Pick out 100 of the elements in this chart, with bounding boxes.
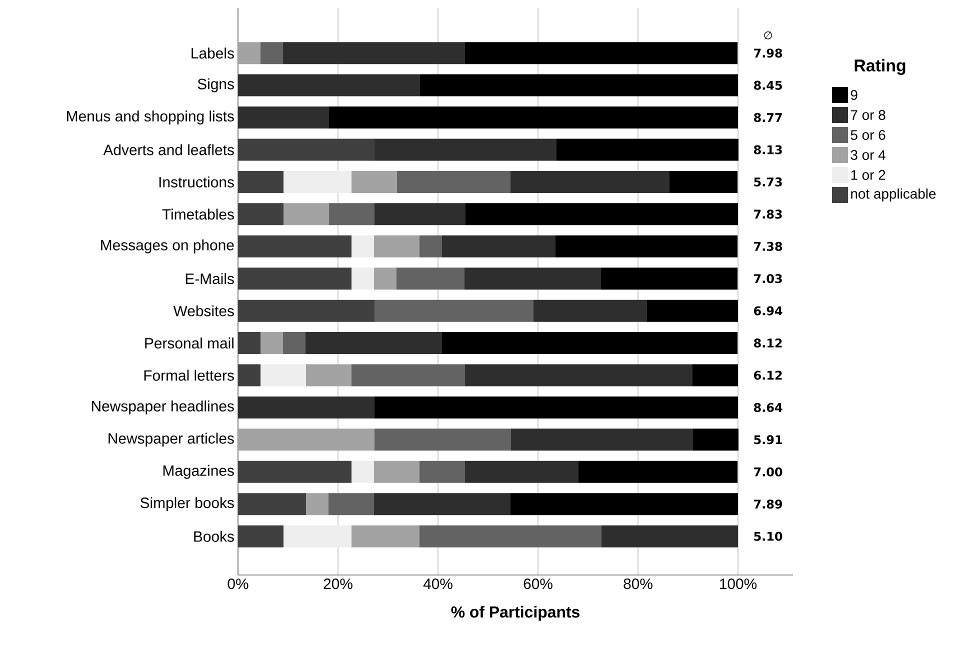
y-tick-label: Timetables	[162, 208, 234, 220]
bar	[466, 203, 738, 226]
annotation: 5.73	[754, 177, 782, 186]
annotation: 5.10	[754, 532, 782, 541]
bar	[602, 525, 738, 548]
annotation: 7.00	[754, 467, 782, 476]
bar	[374, 300, 534, 322]
y-tick-label: Newspaper headlines	[92, 400, 234, 414]
y-tick-label: Messages on phone	[101, 239, 234, 254]
bar	[329, 203, 375, 226]
bar	[442, 235, 556, 258]
y-tick-label: Instructions	[159, 176, 234, 188]
legend-label: 5 or 6	[850, 130, 886, 140]
bar	[374, 428, 512, 451]
bar	[238, 170, 284, 193]
bar	[260, 42, 284, 64]
bar	[238, 268, 352, 290]
legend-title: Rating	[854, 59, 906, 75]
annotation: 7.03	[754, 274, 782, 284]
y-tick-label: Formal letters	[144, 370, 234, 381]
annotation: 8.12	[754, 338, 782, 348]
bar	[556, 235, 738, 258]
y-tick-label: Newspaper articles	[108, 432, 234, 447]
bar	[397, 170, 511, 193]
y-tick-label: Personal mail	[145, 338, 234, 349]
legend-label: not applicable	[851, 188, 936, 202]
bar	[284, 203, 330, 226]
bar	[465, 460, 579, 483]
bar	[238, 138, 375, 161]
bar	[374, 460, 420, 483]
x-tick-label: 60%	[524, 578, 552, 590]
bar	[374, 268, 397, 290]
bar	[306, 332, 442, 354]
bar	[352, 170, 398, 193]
annotation: ∅	[764, 31, 772, 40]
bar	[374, 493, 511, 516]
y-tick-label: Magazines	[163, 464, 234, 479]
bar	[374, 138, 557, 161]
bar	[238, 525, 284, 548]
bar	[420, 235, 442, 258]
bar	[238, 42, 261, 64]
bar	[420, 525, 602, 548]
bar	[601, 268, 738, 290]
bar	[352, 525, 420, 548]
x-tick-label: 20%	[324, 578, 352, 590]
bar	[352, 460, 374, 483]
bar	[283, 332, 306, 354]
bar	[284, 525, 352, 548]
bar	[306, 493, 329, 516]
bar	[238, 106, 330, 129]
bar	[670, 170, 738, 193]
bar	[396, 268, 465, 290]
annotation: 6.12	[754, 370, 782, 380]
bar	[284, 170, 352, 193]
bar	[465, 42, 738, 64]
annotation: 7.98	[754, 48, 782, 58]
bar	[238, 203, 284, 226]
bar	[238, 396, 375, 418]
bar	[420, 460, 466, 483]
bar	[693, 428, 739, 451]
bar	[442, 332, 738, 354]
annotation: 7.83	[754, 210, 782, 219]
x-tick-label: 100%	[720, 578, 757, 590]
y-tick-label: E-Mails	[186, 273, 234, 284]
bar	[352, 364, 466, 386]
bar	[374, 235, 420, 258]
annotation: 7.89	[754, 500, 782, 509]
annotation: 8.13	[754, 145, 782, 154]
y-tick-label: Labels	[192, 48, 234, 59]
y-tick-label: Adverts and leaflets	[103, 144, 234, 156]
bar	[238, 235, 352, 258]
x-axis-title: % of Participants	[451, 606, 580, 621]
bar	[374, 396, 738, 418]
bar	[352, 268, 374, 290]
annotation: 8.64	[754, 402, 782, 412]
bar	[238, 493, 306, 516]
y-tick-label: Simpler books	[140, 497, 234, 512]
y-tick-label: Websites	[173, 305, 234, 316]
bar	[260, 332, 284, 354]
y-tick-label: Books	[194, 530, 234, 542]
bar	[647, 300, 738, 322]
bar	[556, 138, 739, 161]
bar	[328, 493, 374, 516]
legend-label: 9	[850, 90, 858, 100]
bar	[238, 332, 261, 354]
bar	[238, 300, 375, 322]
annotation: 8.45	[754, 80, 782, 90]
bar	[260, 364, 306, 386]
annotation: 6.94	[754, 306, 782, 316]
bar	[306, 364, 352, 386]
bar	[511, 428, 694, 451]
bar	[352, 235, 374, 258]
bar	[534, 300, 648, 322]
legend-label: 1 or 2	[851, 170, 886, 180]
y-tick-label: Menus and shopping lists	[67, 110, 234, 124]
bar	[238, 74, 420, 96]
legend-label: 7 or 8	[850, 110, 886, 120]
bar	[238, 428, 375, 451]
bar	[283, 42, 466, 64]
bar	[510, 493, 738, 516]
